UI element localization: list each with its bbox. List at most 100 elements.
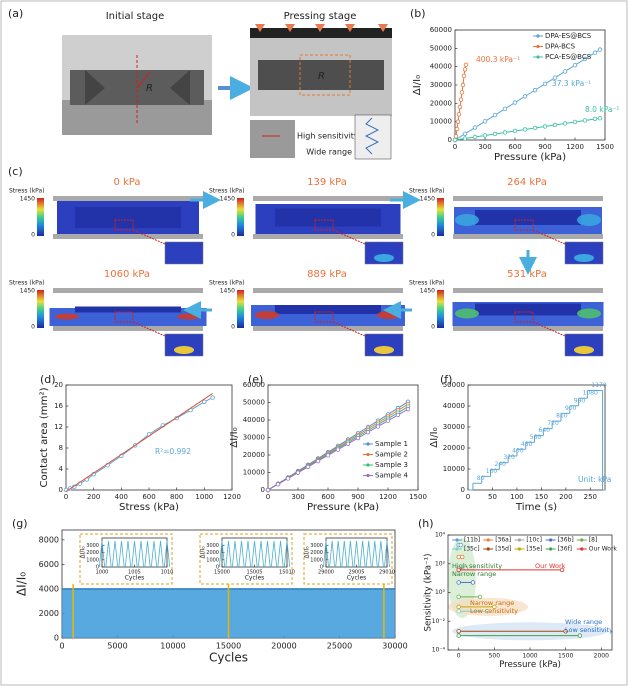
photo-inset: [354, 114, 392, 160]
inset-peak: [257, 540, 265, 568]
x-axis-label: Pressure (kPa): [494, 152, 566, 163]
press-arrows: [255, 24, 388, 32]
x-tick-label: 0: [266, 493, 270, 501]
legend-label: Sample 1: [375, 440, 408, 448]
data-point: [395, 412, 401, 418]
sample: [258, 60, 384, 90]
data-point: [485, 609, 490, 614]
data-point: [355, 435, 361, 441]
data-point: [563, 629, 568, 634]
x-tick-label: 1500: [409, 493, 427, 501]
annotation: Low sensitivity: [470, 607, 518, 615]
step-label: 240: [495, 461, 507, 468]
panel-label: (g): [12, 517, 28, 530]
stress-zone: [455, 308, 479, 319]
data-point: [456, 609, 461, 614]
legend-marker: [455, 547, 459, 551]
x-tick-label: 1200: [566, 143, 584, 151]
x-tick-label: 2000: [594, 653, 609, 660]
core: [75, 306, 181, 313]
zoom-stress: [574, 254, 594, 262]
annotation: Narrow range: [470, 599, 514, 607]
y-tick-label: 1000: [310, 557, 323, 563]
y-tick-label: 4000: [39, 584, 59, 593]
colorbar-max: 1450: [220, 288, 235, 295]
y-axis-label: ΔI/I₀: [15, 572, 29, 596]
inset-peak: [329, 540, 336, 568]
legend-marker: [517, 547, 522, 551]
data-point: [335, 447, 341, 452]
data-point: [452, 137, 458, 143]
legend-label: Sample 3: [375, 461, 408, 469]
data-point: [522, 94, 528, 99]
data-point: [453, 134, 459, 139]
legend-label: DPA-BCS: [545, 43, 576, 51]
x-tick-label: 200: [559, 493, 572, 501]
stress-zone: [377, 311, 401, 319]
y-tick-label: 2000: [86, 550, 99, 556]
y-tick-label: 30000: [443, 423, 465, 431]
inset-peak: [323, 540, 329, 568]
data-point: [285, 476, 291, 481]
step-label: 560: [530, 434, 542, 441]
x-axis-label: Stress (kPa): [119, 502, 179, 513]
legend-label: [35d]: [495, 546, 511, 553]
step-label: 990: [574, 397, 586, 404]
x-tick-label: 800: [170, 493, 183, 501]
inset-peak: [150, 540, 158, 568]
colorbar: [37, 198, 44, 236]
legend-marker: [366, 442, 370, 446]
x-tick-label: 0: [59, 642, 64, 651]
data-point: [597, 47, 603, 52]
x-tick-label: 0: [466, 493, 470, 501]
panel-a: (a) Initial stage Pressing stage R R Hig…: [8, 7, 392, 160]
x-tick-label: 1500: [558, 653, 573, 660]
annotation: Unit: kPa: [578, 475, 611, 484]
data-point: [375, 424, 381, 429]
annotation: 400.3 kPa⁻¹: [476, 55, 520, 64]
legend-marker: [366, 473, 370, 478]
y-tick-label: 3000: [310, 543, 323, 549]
data-point: [562, 121, 568, 126]
x-tick-label: 1200: [379, 493, 397, 501]
x-tick-label: 1000: [195, 493, 213, 501]
stress-zone: [177, 313, 201, 320]
y-axis-label: ΔI/I₀: [200, 546, 207, 559]
plate: [453, 234, 603, 239]
y-tick-label: 50000: [430, 44, 452, 52]
data-point: [455, 119, 461, 124]
step-label: 640: [539, 427, 551, 434]
x-tick-label: 1000: [522, 653, 537, 660]
data-point: [502, 130, 508, 135]
x-tick-label: 1200: [223, 493, 241, 501]
x-tick-label: 20000: [271, 642, 296, 651]
y-tick-label: 10000: [443, 465, 465, 473]
x-tick-label: 15000: [214, 570, 230, 576]
data-point: [305, 464, 311, 470]
zoom-inset: [164, 241, 204, 265]
data-point: [532, 87, 538, 93]
inset-peak: [137, 540, 145, 568]
legend-label: [36a]: [495, 537, 511, 544]
zoom-box: [314, 311, 334, 323]
x-axis-label: Pressure (kPa): [499, 660, 561, 670]
pressure-label: 531 kPa: [507, 269, 547, 280]
inset-peak: [353, 540, 360, 568]
zoom-stress: [374, 346, 394, 354]
colorbar: [37, 290, 44, 328]
y-tick-label: 3000: [86, 543, 99, 549]
data-point: [482, 133, 488, 138]
legend-marker: [366, 463, 370, 467]
data-point: [325, 453, 331, 458]
legend-label: [35c]: [464, 546, 480, 553]
x-tick-label: 10000: [160, 642, 185, 651]
x-tick-label: 300: [291, 493, 304, 501]
data-point: [460, 82, 466, 88]
zoom-box: [514, 219, 534, 231]
data-point: [472, 134, 478, 140]
y-axis-label: ΔI/I₀: [429, 427, 440, 447]
data-point: [456, 580, 461, 585]
